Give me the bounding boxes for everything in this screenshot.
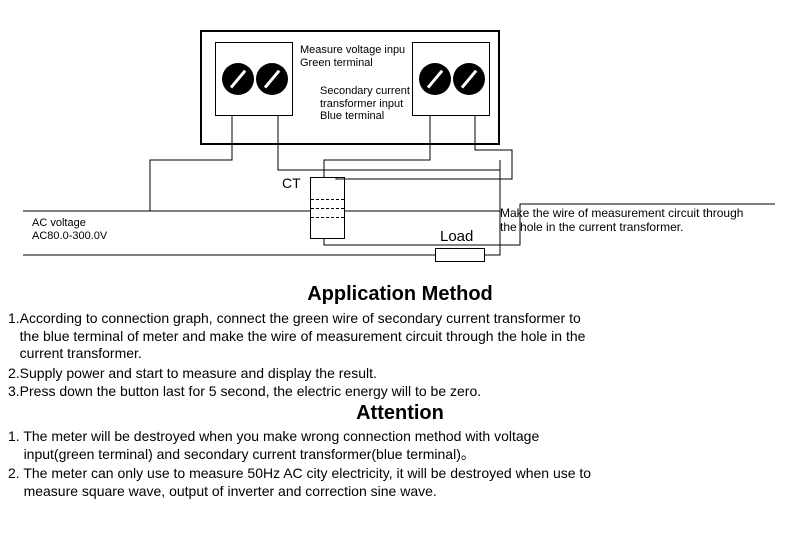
terminal-screw-icon xyxy=(256,63,288,95)
ac-voltage-label: AC voltage AC80.0-300.0V xyxy=(32,217,107,242)
ac-line1: AC voltage xyxy=(32,217,107,230)
application-step-1: 1.According to connection graph, connect… xyxy=(8,310,792,363)
ct-terminal-block xyxy=(412,42,490,116)
terminal-screw-icon xyxy=(453,63,485,95)
load-label: Load xyxy=(440,228,473,245)
attention-note-2: 2. The meter can only use to measure 50H… xyxy=(8,465,792,500)
voltage-terminal-label: Measure voltage inpuGreen terminal xyxy=(300,44,405,69)
terminal-screw-icon xyxy=(222,63,254,95)
ac-line2: AC80.0-300.0V xyxy=(32,230,107,243)
current-transformer xyxy=(310,177,345,239)
application-step-3: 3.Press down the button last for 5 secon… xyxy=(8,383,792,401)
voltage-terminal-block xyxy=(215,42,293,116)
ct-note-text: Make the wire of measurement circuit thr… xyxy=(500,207,743,235)
attention-heading: Attention xyxy=(0,402,800,425)
application-method-heading: Application Method xyxy=(0,283,800,306)
ct-terminal-label: Secondary currenttransformer inputBlue t… xyxy=(320,85,410,123)
load-symbol xyxy=(435,248,485,262)
wiring-diagram: Measure voltage inpuGreen terminal Secon… xyxy=(20,10,780,280)
terminal-screw-icon xyxy=(419,63,451,95)
application-step-2: 2.Supply power and start to measure and … xyxy=(8,365,792,383)
ct-label: CT xyxy=(282,175,301,191)
attention-note-1: 1. The meter will be destroyed when you … xyxy=(8,428,792,463)
